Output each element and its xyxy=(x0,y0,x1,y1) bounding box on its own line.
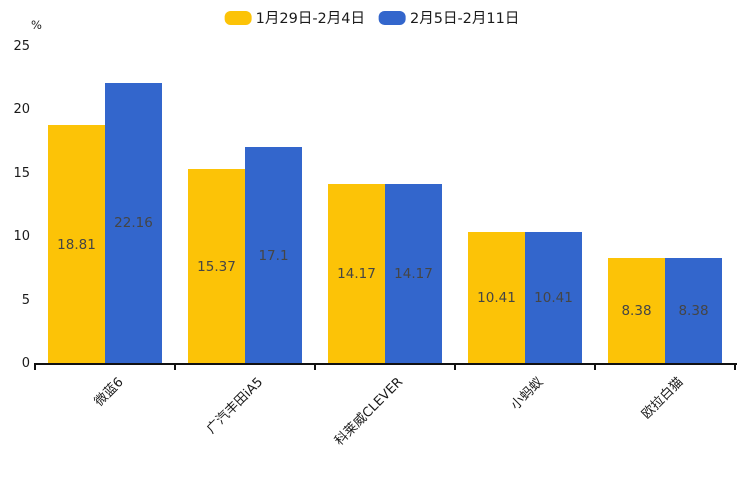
bar-week1: 14.17 xyxy=(328,184,385,364)
bar-week2: 10.41 xyxy=(525,232,582,364)
bar-value-label: 8.38 xyxy=(621,302,652,319)
legend-label-week1: 1月29日-2月4日 xyxy=(255,11,365,27)
x-category-label: 广汽丰田iA5 xyxy=(204,374,267,437)
bar-week2: 17.1 xyxy=(245,147,302,364)
x-category-label: 微蓝6 xyxy=(91,374,127,410)
bar-week2: 22.16 xyxy=(105,83,162,364)
x-axis-line xyxy=(34,363,737,365)
bar-week1: 10.41 xyxy=(468,232,525,364)
legend-item-week1: 1月29日-2月4日 xyxy=(224,7,365,28)
y-axis-unit-label: % xyxy=(31,18,42,32)
y-tick-label: 20 xyxy=(13,102,30,118)
bar-value-label: 10.41 xyxy=(534,289,573,306)
x-tick-mark xyxy=(734,365,736,370)
bar-value-label: 22.16 xyxy=(114,215,153,232)
bar-value-label: 8.38 xyxy=(678,302,709,319)
x-tick-mark xyxy=(34,365,36,370)
legend-item-week2: 2月5日-2月11日 xyxy=(379,7,519,28)
y-tick-label: 0 xyxy=(21,356,30,371)
bar-week1: 18.81 xyxy=(48,125,105,364)
bar-value-label: 15.37 xyxy=(197,258,236,275)
bar-week1: 8.38 xyxy=(608,257,665,364)
x-category-label: 小蚂蚁 xyxy=(508,374,547,414)
legend-swatch-yellow xyxy=(224,10,252,25)
x-category-label: 欧拉白猫 xyxy=(639,374,687,423)
y-tick-label: 5 xyxy=(21,292,30,308)
bar-week1: 15.37 xyxy=(188,169,245,364)
y-tick-label: 15 xyxy=(13,165,30,181)
x-tick-mark xyxy=(594,365,596,370)
y-tick-label: 25 xyxy=(13,39,30,54)
x-tick-mark xyxy=(174,365,176,370)
bar-week2: 14.17 xyxy=(385,184,442,364)
x-category-label: 科莱威CLEVER xyxy=(332,374,407,449)
bar-value-label: 10.41 xyxy=(477,289,516,306)
legend-swatch-blue xyxy=(379,10,406,25)
bar-value-label: 18.81 xyxy=(57,236,96,253)
legend: 1月29日-2月4日 2月5日-2月11日 xyxy=(224,7,519,28)
y-tick-label: 10 xyxy=(13,229,30,245)
x-tick-mark xyxy=(314,365,316,370)
legend-label-week2: 2月5日-2月11日 xyxy=(410,11,520,27)
bar-week2: 8.38 xyxy=(665,257,722,364)
bar-value-label: 14.17 xyxy=(337,266,376,283)
bar-value-label: 17.1 xyxy=(258,247,289,264)
bar-value-label: 14.17 xyxy=(394,266,433,283)
x-tick-mark xyxy=(454,365,456,370)
